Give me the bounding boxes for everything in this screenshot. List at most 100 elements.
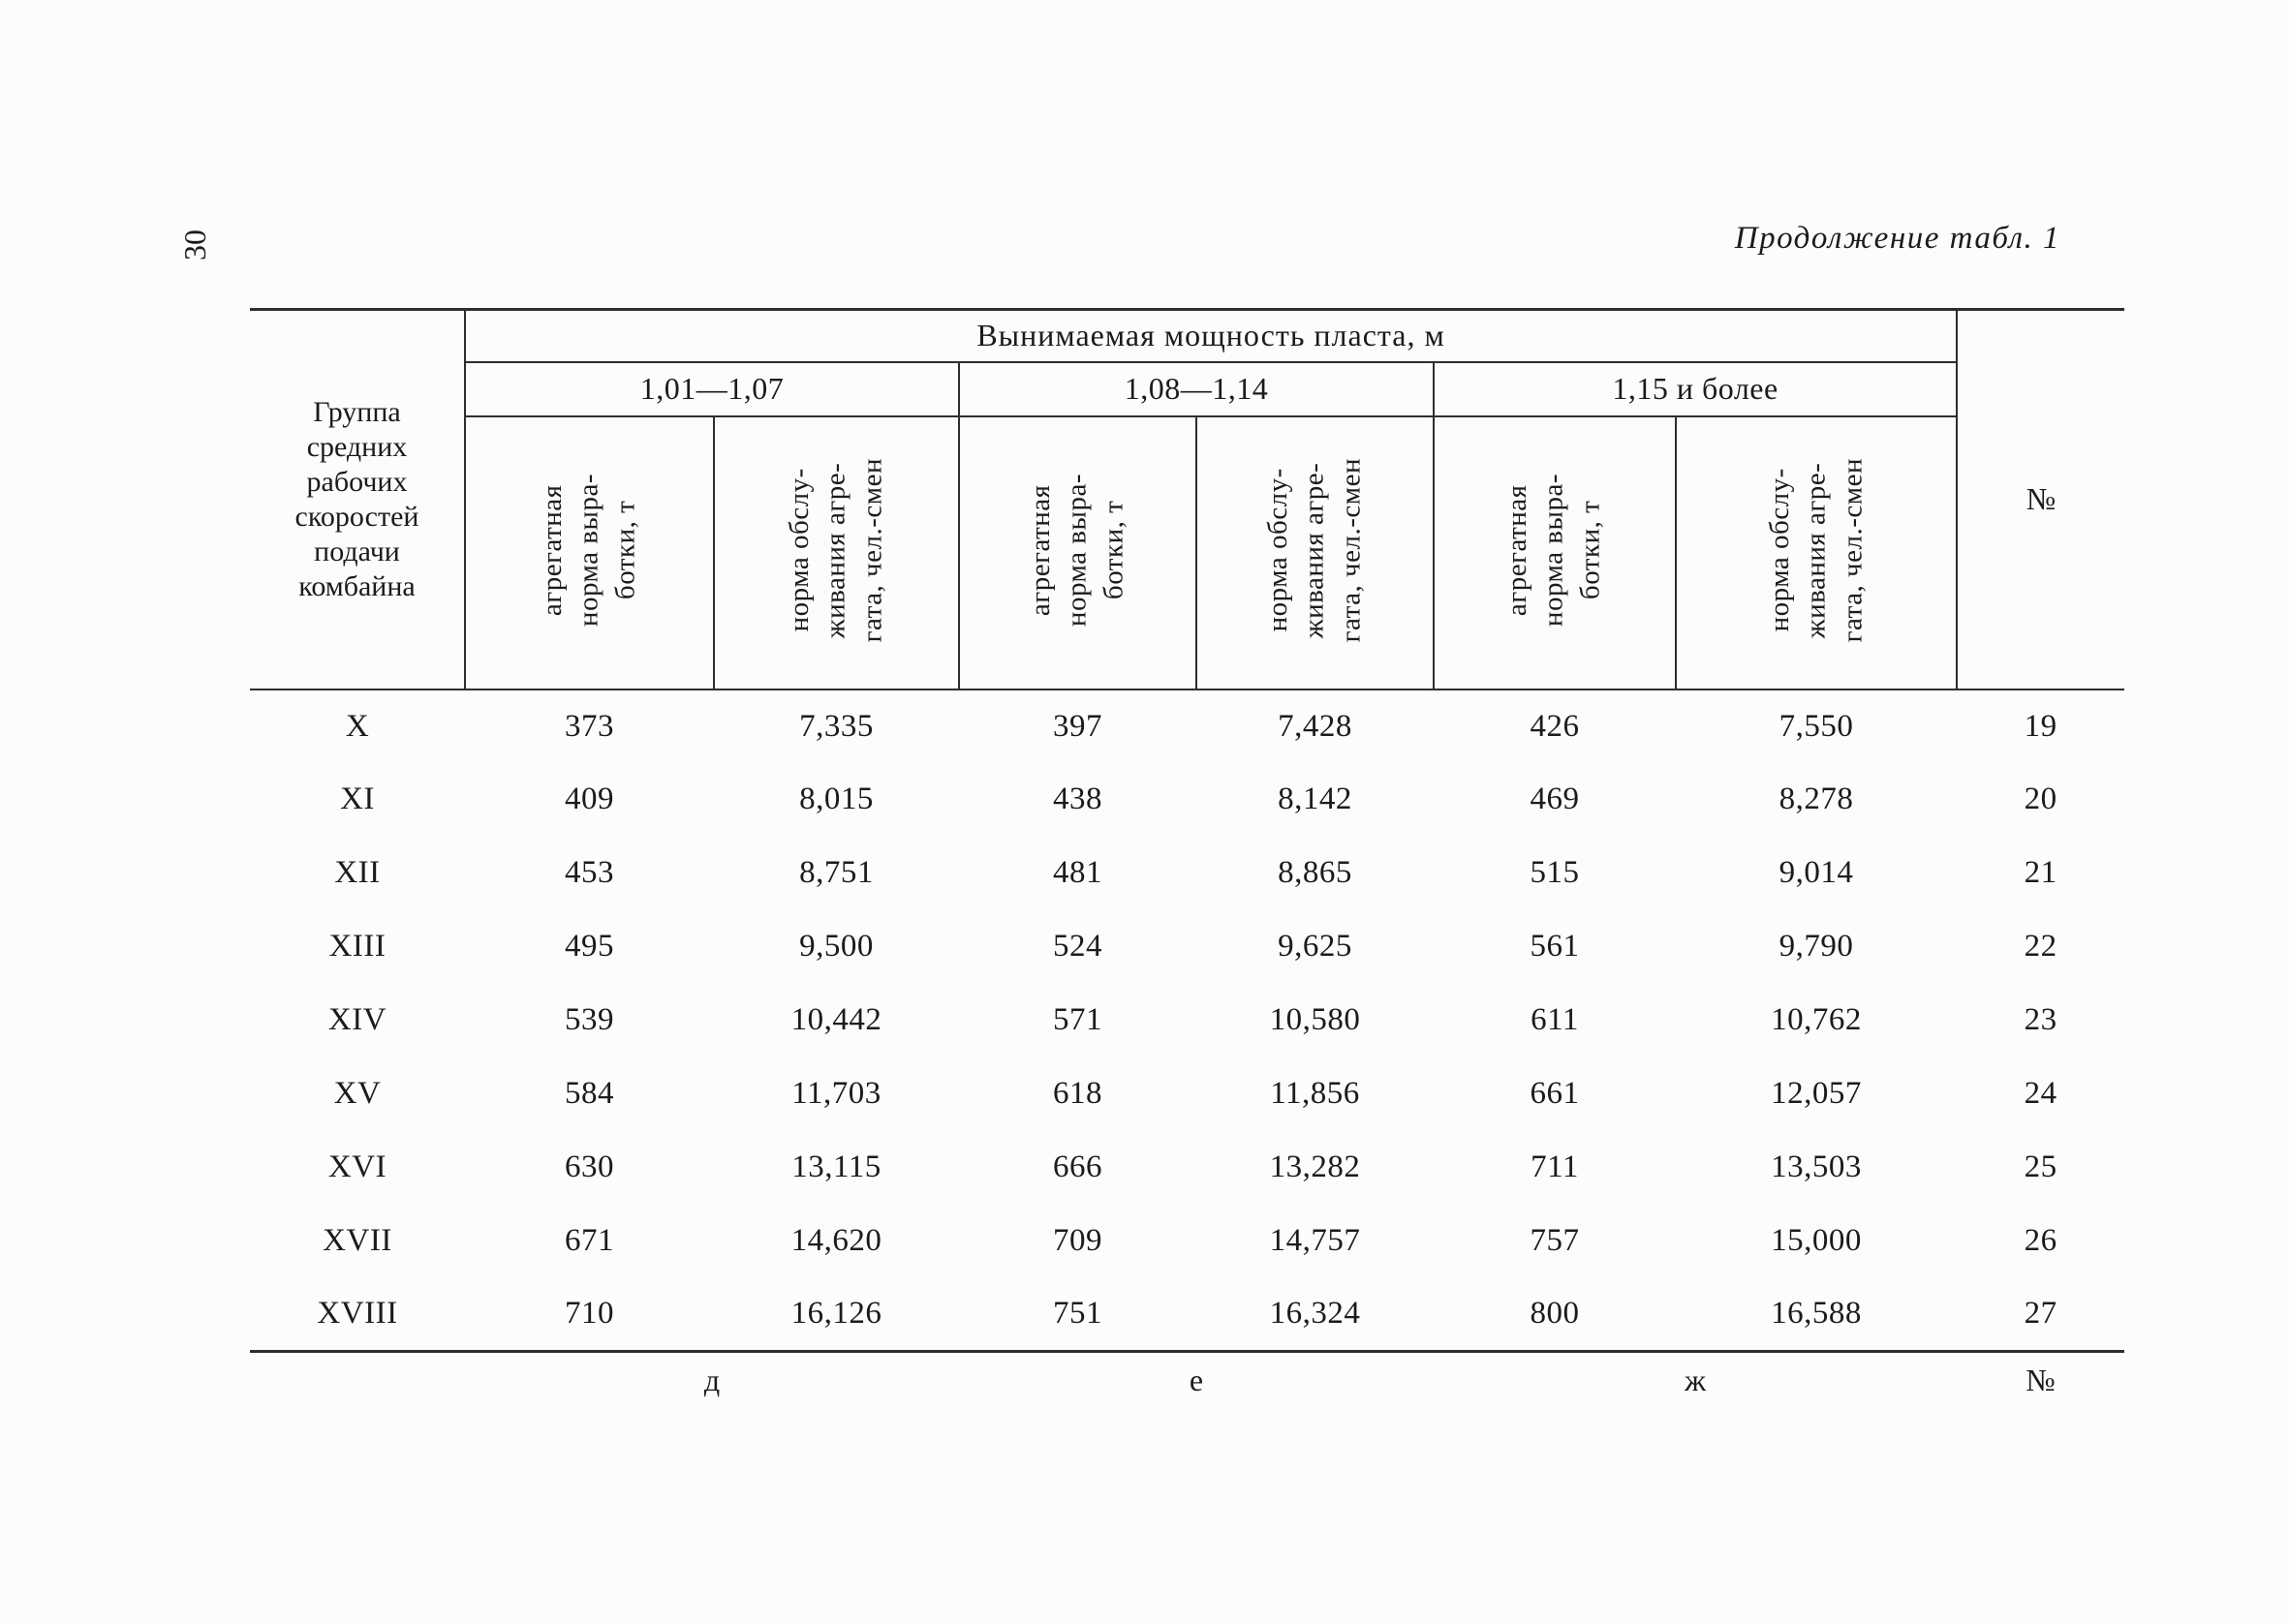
- number-column-header: №: [1956, 309, 2125, 690]
- row-index-number: 25: [2024, 1149, 2057, 1184]
- data-cell: 524: [1053, 929, 1102, 964]
- subheader-cell-service-3: норма обслу- живания агре- гата, чел.-см…: [1674, 415, 1958, 690]
- data-cell: 373: [565, 708, 614, 744]
- row-speed-group-label: XI: [340, 781, 375, 816]
- data-cell: 9,790: [1779, 929, 1854, 964]
- subheader-service-2-text: норма обслу- живания агре- гата, чел.-см…: [1261, 457, 1367, 643]
- footnote-letter-zh: ж: [1434, 1350, 1958, 1408]
- subheader-service-3-text: норма обслу- живания агре- гата, чел.-см…: [1763, 457, 1868, 643]
- data-cell: 661: [1530, 1076, 1580, 1111]
- data-cell: 800: [1530, 1296, 1580, 1332]
- footnote-empty-cell: [250, 1350, 465, 1408]
- data-cell: 10,442: [790, 1002, 882, 1037]
- data-cell: 397: [1053, 708, 1102, 744]
- row-index-number: 27: [2024, 1296, 2057, 1332]
- data-cell: 618: [1053, 1076, 1102, 1111]
- data-cell: 409: [565, 781, 614, 816]
- header-row-ranges: 1,01—1,07 1,08—1,14 1,15 и более: [250, 361, 2124, 417]
- data-cell: 14,757: [1269, 1223, 1361, 1258]
- table-wrap: Группа средних рабочих скоростей подачи …: [250, 308, 2125, 1408]
- data-cell: 7,550: [1779, 708, 1854, 744]
- data-cell: 561: [1530, 929, 1580, 964]
- header-row-span-title: Группа средних рабочих скоростей подачи …: [250, 309, 2125, 690]
- table-row: XVI 630 13,115 666 13,282 711 13,503 25: [250, 1131, 2124, 1205]
- subheader-output-3-text: агрегатная норма выра- ботки, т: [1501, 473, 1606, 628]
- subheader-service-1-text: норма обслу- живания агре- гата, чел.-см…: [783, 457, 888, 643]
- header-row-subcolumns: агрегатная норма выра- ботки, т норма об…: [250, 415, 2124, 690]
- data-cell: 630: [565, 1149, 614, 1184]
- subheader-cell-output-2: агрегатная норма выра- ботки, т: [958, 415, 1196, 690]
- row-speed-group-label: X: [345, 708, 370, 744]
- subheader-cell-service-2: норма обслу- живания агре- гата, чел.-см…: [1195, 415, 1434, 690]
- subheader-output-1-text: агрегатная норма выра- ботки, т: [536, 473, 641, 628]
- row-index-number: 26: [2024, 1223, 2057, 1258]
- data-cell: 711: [1531, 1149, 1579, 1184]
- row-index-number: 20: [2024, 781, 2057, 816]
- table-continuation-caption: Продолжение табл. 1: [1734, 221, 2060, 256]
- data-cell: 709: [1053, 1223, 1102, 1258]
- range-header-3: 1,15 и более: [1432, 361, 1958, 417]
- data-cell: 13,282: [1269, 1149, 1361, 1184]
- data-cell: 11,703: [791, 1076, 882, 1111]
- data-cell: 495: [565, 929, 614, 964]
- data-cell: 8,865: [1278, 855, 1352, 890]
- row-speed-group-label: XIV: [327, 1002, 387, 1037]
- table-row: XIV 539 10,442 571 10,580 611 10,762 23: [250, 984, 2124, 1057]
- data-cell: 7,428: [1278, 708, 1352, 744]
- row-index-number: 21: [2024, 855, 2057, 890]
- norms-table: Группа средних рабочих скоростей подачи …: [250, 308, 2125, 1408]
- data-cell: 13,115: [791, 1149, 882, 1184]
- data-cell: 7,335: [799, 708, 874, 744]
- data-cell: 9,625: [1278, 929, 1352, 964]
- footnote-letter-e: е: [959, 1350, 1434, 1408]
- table-row: XIII 495 9,500 524 9,625 561 9,790 22: [250, 910, 2124, 984]
- data-cell: 10,762: [1771, 1002, 1862, 1037]
- row-speed-group-label: XV: [333, 1076, 382, 1111]
- row-speed-group-label: XVIII: [317, 1296, 398, 1332]
- row-speed-group-label: XVII: [323, 1223, 392, 1258]
- data-cell: 426: [1530, 708, 1580, 744]
- data-cell: 584: [565, 1076, 614, 1111]
- data-cell: 8,751: [799, 855, 874, 890]
- table-body: X 373 7,335 397 7,428 426 7,550 19 XI 409 8,015 438…: [250, 689, 2124, 1352]
- range-header-1: 1,01—1,07: [465, 361, 959, 417]
- data-cell: 571: [1053, 1002, 1102, 1037]
- table-row: XI 409 8,015 438 8,142 469 8,278 20: [250, 763, 2124, 837]
- row-index-number: 24: [2024, 1076, 2057, 1111]
- data-cell: 16,324: [1269, 1296, 1361, 1332]
- data-cell: 671: [565, 1223, 614, 1258]
- table-row: XII 453 8,751 481 8,865 515 9,014 21: [250, 837, 2124, 910]
- data-cell: 10,580: [1269, 1002, 1361, 1037]
- table-row: XVII 671 14,620 709 14,757 757 15,000 26: [250, 1205, 2124, 1278]
- data-cell: 16,126: [790, 1296, 882, 1332]
- page-number: 30: [177, 230, 212, 260]
- row-speed-group-label: XII: [334, 855, 381, 890]
- row-index-number: 22: [2024, 929, 2057, 964]
- data-cell: 539: [565, 1002, 614, 1037]
- data-cell: 757: [1530, 1223, 1580, 1258]
- row-index-number: 19: [2024, 708, 2057, 744]
- subheader-cell-output-1: агрегатная норма выра- ботки, т: [465, 415, 714, 690]
- data-cell: 11,856: [1270, 1076, 1360, 1111]
- data-cell: 438: [1053, 781, 1102, 816]
- data-cell: 453: [565, 855, 614, 890]
- data-cell: 8,015: [799, 781, 874, 816]
- data-cell: 12,057: [1771, 1076, 1862, 1111]
- data-cell: 16,588: [1771, 1296, 1862, 1332]
- data-cell: 515: [1530, 855, 1580, 890]
- row-index-number: 23: [2024, 1002, 2057, 1037]
- subheader-cell-output-3: агрегатная норма выра- ботки, т: [1433, 415, 1676, 690]
- range-header-2: 1,08—1,14: [958, 361, 1434, 417]
- data-cell: 9,500: [799, 929, 874, 964]
- seam-thickness-header: Вынимаемая мощность пласта, м: [465, 309, 1958, 363]
- data-cell: 481: [1053, 855, 1102, 890]
- table-row: XV 584 11,703 618 11,856 661 12,057 24: [250, 1057, 2124, 1131]
- data-cell: 9,014: [1779, 855, 1854, 890]
- data-cell: 8,142: [1278, 781, 1352, 816]
- data-cell: 710: [565, 1296, 614, 1332]
- row-speed-group-label: XIII: [328, 929, 387, 964]
- table-row: X 373 7,335 397 7,428 426 7,550 19: [250, 689, 2124, 763]
- footnote-number-sign: №: [1957, 1350, 2125, 1408]
- data-cell: 751: [1053, 1296, 1102, 1332]
